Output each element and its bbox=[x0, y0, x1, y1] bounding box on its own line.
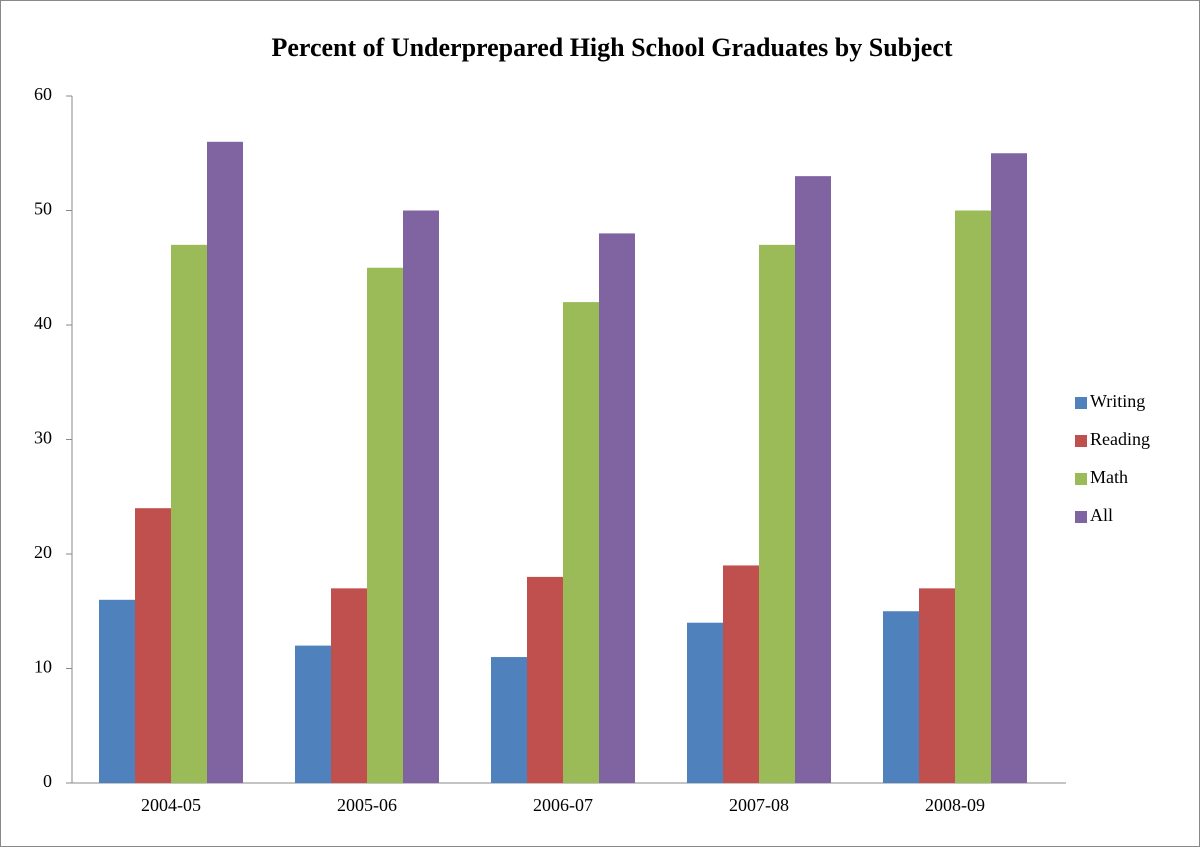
legend-swatch bbox=[1075, 511, 1087, 523]
bar bbox=[955, 210, 991, 783]
y-tick-label: 50 bbox=[34, 199, 52, 219]
x-tick-label: 2005-06 bbox=[337, 795, 397, 815]
chart-title: Percent of Underprepared High School Gra… bbox=[271, 33, 952, 62]
bar bbox=[331, 588, 367, 783]
bar bbox=[491, 657, 527, 783]
legend-label: Writing bbox=[1090, 391, 1145, 411]
bar bbox=[563, 302, 599, 783]
bar bbox=[991, 153, 1027, 783]
bar bbox=[403, 210, 439, 783]
bar bbox=[99, 599, 135, 783]
bar bbox=[207, 141, 243, 784]
bar bbox=[795, 176, 831, 783]
x-tick-label: 2006-07 bbox=[533, 795, 593, 815]
y-tick-label: 30 bbox=[34, 428, 52, 448]
y-tick-label: 40 bbox=[34, 313, 52, 333]
bar bbox=[919, 588, 955, 783]
bar bbox=[527, 576, 563, 783]
x-tick-label: 2008-09 bbox=[925, 795, 985, 815]
bar bbox=[599, 233, 635, 783]
bar bbox=[883, 611, 919, 783]
x-tick-label: 2004-05 bbox=[141, 795, 201, 815]
y-tick-label: 10 bbox=[34, 657, 52, 677]
y-tick-label: 60 bbox=[34, 84, 52, 104]
bar bbox=[367, 267, 403, 783]
bar bbox=[295, 645, 331, 783]
legend-swatch bbox=[1075, 397, 1087, 409]
y-tick-label: 0 bbox=[43, 771, 52, 791]
bar bbox=[723, 565, 759, 783]
legend-label: Math bbox=[1090, 467, 1128, 487]
legend-swatch bbox=[1075, 435, 1087, 447]
bar bbox=[135, 508, 171, 783]
legend-swatch bbox=[1075, 473, 1087, 485]
bar bbox=[687, 622, 723, 783]
bar bbox=[759, 244, 795, 784]
x-tick-label: 2007-08 bbox=[729, 795, 789, 815]
legend-label: All bbox=[1090, 505, 1113, 525]
bar bbox=[171, 244, 207, 784]
legend-label: Reading bbox=[1090, 429, 1150, 449]
y-tick-label: 20 bbox=[34, 542, 52, 562]
